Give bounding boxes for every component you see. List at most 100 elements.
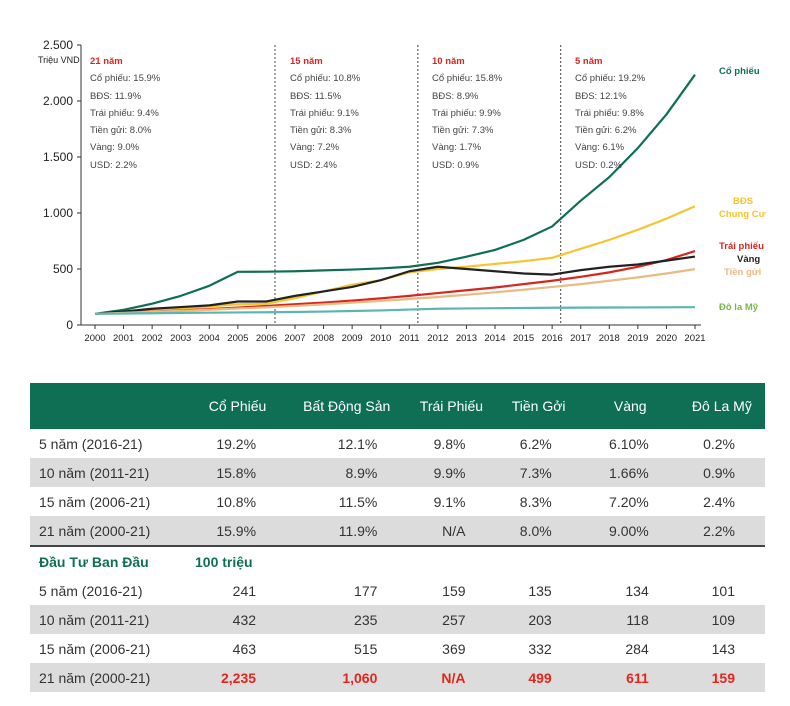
x-tick-label: 2006 — [256, 333, 277, 344]
x-tick-label: 2013 — [456, 333, 477, 344]
initial-investment-label: Đầu Tư Ban Đầu — [30, 545, 189, 576]
table-cell: 369 — [442, 640, 466, 657]
table-cell: 159 — [678, 663, 765, 692]
period-annotation: 5 năm Cổ phiếu: 19.2% BĐS: 12.1% Trái phiếu… — [575, 53, 645, 174]
period-return-line: Tiền gửi: 7.3% — [432, 125, 494, 137]
table-cell: 118 — [581, 605, 679, 634]
row-label: 21 năm (2000-21) — [30, 516, 189, 546]
y-tick-label: 1.500 — [43, 150, 73, 164]
row-label: 10 năm (2011-21) — [30, 605, 189, 634]
empty-cell — [286, 545, 765, 576]
table-cell: 177 — [354, 582, 378, 599]
table-header-row: Cổ Phiếu Bất Động Sản Trái Phiếu Tiền Gởi Và… — [30, 383, 765, 429]
table-cell: 9.00% — [581, 516, 679, 546]
table-cell: 8.0% — [495, 516, 582, 546]
y-axis-title: Triệu VND — [38, 55, 80, 65]
column-header: Đô La Mỹ — [678, 383, 765, 429]
table-cell: 8.9% — [286, 458, 408, 487]
legend-label: Tiền gửi — [724, 267, 762, 278]
period-return-line: Vàng: 7.2% — [290, 142, 340, 154]
table-cell: 7.20% — [609, 493, 649, 510]
legend-label: Cổ phiếu — [719, 66, 760, 77]
table-cell: 10.8% — [216, 493, 257, 510]
table-cell: 1.66% — [581, 458, 679, 487]
x-tick-label: 2002 — [142, 333, 163, 344]
period-return-line: Trái phiếu: 9.4% — [90, 107, 159, 119]
value-row: 21 năm (2000-21) 2,235 1,060 N/A 499 611 159 — [30, 663, 765, 692]
table-cell: N/A — [407, 663, 496, 692]
table-cell: 235 — [286, 605, 408, 634]
period-return-line: Cổ phiếu: 19.2% — [575, 73, 646, 85]
table-cell: 109 — [678, 605, 765, 634]
table-cell: 135 — [528, 582, 552, 599]
series-line — [94, 268, 696, 315]
period-return-line: Trái phiếu: 9.8% — [575, 107, 644, 119]
series-line — [94, 74, 696, 315]
table-cell: 611 — [581, 663, 679, 692]
period-return-line: BĐS: 11.5% — [290, 90, 342, 102]
x-tick-label: 2020 — [656, 333, 677, 344]
series-line — [94, 250, 696, 315]
row-label: 15 năm (2006-21) — [39, 640, 151, 657]
table-cell: 11.5% — [338, 493, 378, 510]
x-tick-label: 2003 — [170, 333, 191, 344]
table-cell: 432 — [189, 605, 287, 634]
table-cell: 1,060 — [286, 663, 408, 692]
column-header: Vàng — [581, 383, 679, 429]
x-tick-label: 2004 — [199, 333, 220, 344]
period-return-line: USD: 0.9% — [432, 159, 479, 171]
table-cell: 9.1% — [433, 493, 466, 510]
table-cell: 203 — [495, 605, 582, 634]
table-cell: 499 — [495, 663, 582, 692]
table-cell: 15.9% — [189, 516, 287, 546]
period-return-line: Vàng: 1.7% — [432, 142, 482, 154]
period-return-line: Vàng: 6.1% — [575, 142, 625, 154]
x-tick-label: 2019 — [627, 333, 648, 344]
returns-table-container: Cổ Phiếu Bất Động Sản Trái Phiếu Tiền Gởi Và… — [30, 383, 765, 692]
row-label: 15 năm (2006-21) — [39, 493, 151, 510]
initial-investment-amount: 100 triệu — [189, 545, 287, 576]
table-cell: 134 — [625, 582, 649, 599]
table-body: 5 năm (2016-21) 19.2% 12.1% 9.8% 6.2% 6.10% 0.… — [30, 429, 765, 692]
x-tick-label: 2012 — [427, 333, 448, 344]
table-cell: 6.2% — [519, 435, 552, 452]
x-tick-label: 2011 — [399, 333, 419, 344]
returns-row: 15 năm (2006-21) 10.8% 11.5% 9.1% 8.3% 7.20% 2… — [30, 487, 765, 516]
table-cell: 15.8% — [189, 458, 287, 487]
period-return-line: Tiền gửi: 8.3% — [290, 125, 352, 137]
table-cell: 2,235 — [189, 663, 287, 692]
table-cell: 284 — [625, 640, 649, 657]
value-row: 15 năm (2006-21) 463 515 369 332 284 143 — [30, 634, 765, 663]
period-return-line: USD: 2.2% — [90, 159, 137, 171]
returns-row: 10 năm (2011-21) 15.8% 8.9% 9.9% 7.3% 1.66% 0.… — [30, 458, 765, 487]
period-return-line: Tiền gửi: 8.0% — [90, 125, 152, 137]
returns-row: 21 năm (2000-21) 15.9% 11.9% N/A 8.0% 9.00% 2.… — [30, 516, 765, 546]
y-tick-label: 2.500 — [43, 38, 73, 52]
x-tick-label: 2007 — [284, 333, 305, 344]
x-tick-label: 2017 — [570, 333, 591, 344]
row-label: 5 năm (2016-21) — [39, 582, 143, 599]
series-line — [94, 306, 696, 315]
period-return-line: BĐS: 12.1% — [575, 90, 627, 102]
period-return-line: Cổ phiếu: 15.9% — [90, 73, 161, 85]
x-tick-label: 2021 — [684, 333, 705, 344]
returns-row: 5 năm (2016-21) 19.2% 12.1% 9.8% 6.2% 6.10% 0.… — [30, 429, 765, 458]
row-label: 5 năm (2016-21) — [39, 435, 143, 452]
table-cell: 19.2% — [216, 435, 257, 452]
chart-canvas: 0 500 1.000 1.500 2.000 2.500 Triệu VND 2000 200… — [38, 38, 706, 344]
table-cell: 143 — [711, 640, 735, 657]
table-cell: 0.9% — [678, 458, 765, 487]
column-header: Cổ Phiếu — [189, 383, 287, 429]
table-cell: 241 — [232, 582, 257, 599]
y-tick-label: 2.000 — [43, 94, 73, 108]
column-header: Bất Động Sản — [286, 383, 408, 429]
period-title: 10 năm — [432, 56, 465, 67]
table-cell: 12.1% — [337, 435, 378, 452]
table-cell: 515 — [354, 640, 378, 657]
table-cell: N/A — [407, 516, 496, 546]
table-cell: 11.9% — [286, 516, 408, 546]
period-return-line: Cổ phiếu: 10.8% — [290, 73, 361, 85]
period-return-line: Vàng: 9.0% — [90, 142, 140, 154]
table-cell: 463 — [232, 640, 257, 657]
table-cell: 159 — [442, 582, 466, 599]
